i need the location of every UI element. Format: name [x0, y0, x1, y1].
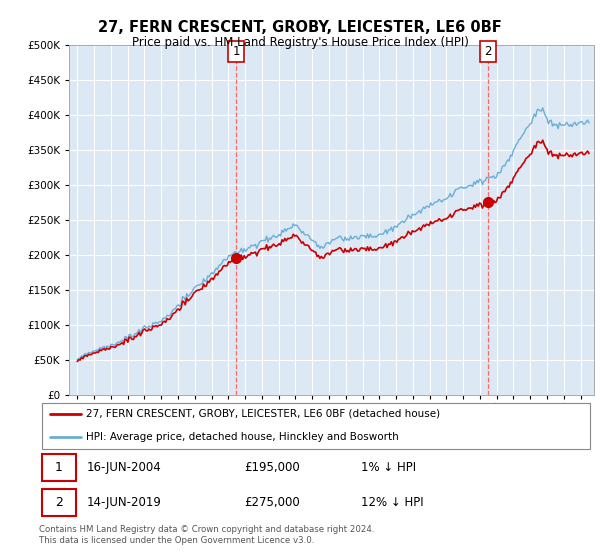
Text: 1% ↓ HPI: 1% ↓ HPI: [361, 461, 416, 474]
Text: Contains HM Land Registry data © Crown copyright and database right 2024.
This d: Contains HM Land Registry data © Crown c…: [39, 525, 374, 545]
FancyBboxPatch shape: [42, 404, 590, 449]
Text: 1: 1: [232, 45, 240, 58]
Text: 1: 1: [55, 461, 63, 474]
Text: 2: 2: [484, 45, 491, 58]
Text: 12% ↓ HPI: 12% ↓ HPI: [361, 496, 424, 509]
Text: 27, FERN CRESCENT, GROBY, LEICESTER, LE6 0BF: 27, FERN CRESCENT, GROBY, LEICESTER, LE6…: [98, 20, 502, 35]
Text: 27, FERN CRESCENT, GROBY, LEICESTER, LE6 0BF (detached house): 27, FERN CRESCENT, GROBY, LEICESTER, LE6…: [86, 409, 440, 419]
FancyBboxPatch shape: [42, 454, 76, 481]
Text: Price paid vs. HM Land Registry's House Price Index (HPI): Price paid vs. HM Land Registry's House …: [131, 36, 469, 49]
Text: 14-JUN-2019: 14-JUN-2019: [86, 496, 161, 509]
Text: £195,000: £195,000: [244, 461, 300, 474]
Text: 2: 2: [55, 496, 63, 509]
FancyBboxPatch shape: [42, 489, 76, 516]
Text: HPI: Average price, detached house, Hinckley and Bosworth: HPI: Average price, detached house, Hinc…: [86, 432, 399, 442]
Text: £275,000: £275,000: [244, 496, 300, 509]
Text: 16-JUN-2004: 16-JUN-2004: [86, 461, 161, 474]
